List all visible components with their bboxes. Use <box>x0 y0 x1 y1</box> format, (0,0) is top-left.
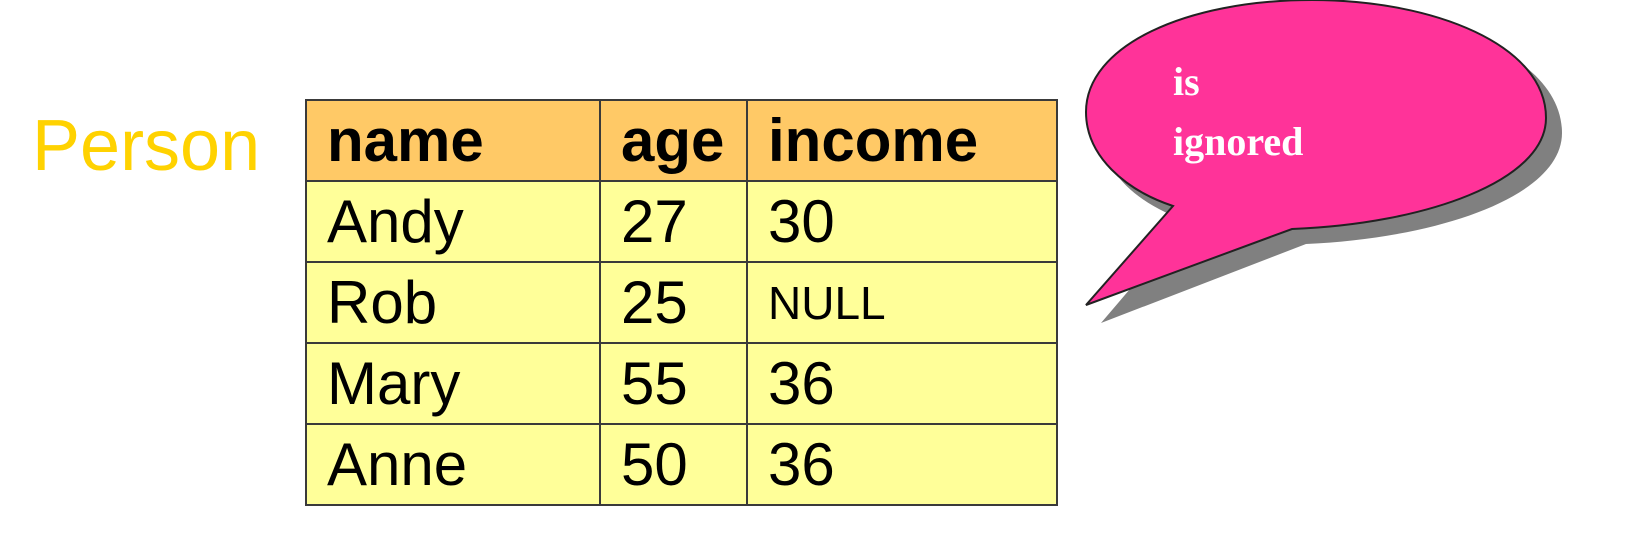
cell-name: Mary <box>305 342 601 425</box>
cell-income: 36 <box>746 342 1058 425</box>
relation-name-label: Person <box>32 106 261 186</box>
speech-bubble <box>1084 0 1548 306</box>
cell-income: 30 <box>746 180 1058 263</box>
table-row: Mary 55 36 <box>305 342 1058 425</box>
speech-bubble-shadow <box>1100 12 1562 323</box>
table-row: Rob 25 NULL <box>305 261 1058 344</box>
person-table: name age income Andy 27 30 Rob 25 NULL M… <box>305 99 1058 506</box>
cell-name: Andy <box>305 180 601 263</box>
callout-line-is: is <box>1173 59 1200 104</box>
column-header-income: income <box>746 99 1058 182</box>
table-row: Anne 50 36 <box>305 423 1058 506</box>
cell-name: Anne <box>305 423 601 506</box>
callout-line-ignored: ignored <box>1173 119 1304 164</box>
cell-income-null: NULL <box>746 261 1058 344</box>
cell-age: 50 <box>599 423 748 506</box>
table-row: Andy 27 30 <box>305 180 1058 263</box>
column-header-age: age <box>599 99 748 182</box>
cell-income: 36 <box>746 423 1058 506</box>
cell-name: Rob <box>305 261 601 344</box>
cell-age: 25 <box>599 261 748 344</box>
cell-age: 55 <box>599 342 748 425</box>
column-header-name: name <box>305 99 601 182</box>
callout-text: is ignored <box>1173 52 1303 172</box>
table-header-row: name age income <box>305 99 1058 182</box>
cell-age: 27 <box>599 180 748 263</box>
